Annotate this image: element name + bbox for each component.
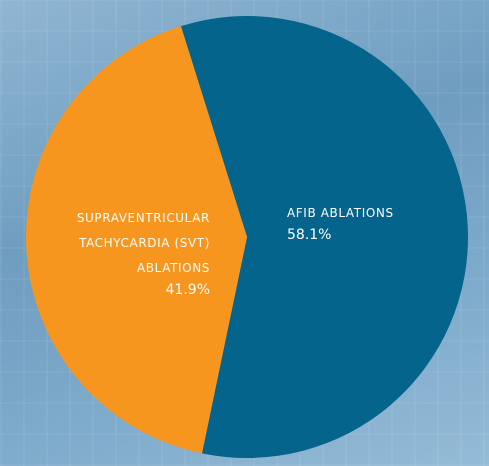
value-label: 41.9% — [165, 282, 210, 298]
slice-label: AFIB ABLATIONS 58.1% — [287, 201, 394, 244]
value-label: 58.1% — [287, 227, 332, 243]
pie-slice — [25, 26, 247, 454]
category-label: SUPRAVENTRICULAR TACHYCARDIA (SVT) ABLAT… — [76, 211, 210, 275]
category-label: AFIB ABLATIONS — [287, 206, 394, 220]
pie-slice — [180, 16, 468, 458]
slice-label: SUPRAVENTRICULAR TACHYCARDIA (SVT) ABLAT… — [60, 206, 210, 299]
